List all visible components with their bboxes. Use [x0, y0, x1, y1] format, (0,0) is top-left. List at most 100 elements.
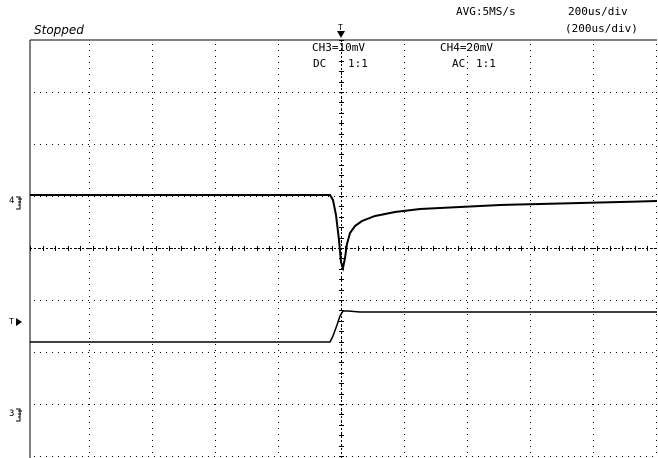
grid-dot	[238, 300, 239, 301]
grid-dot	[640, 404, 641, 405]
grid-dot	[358, 92, 359, 93]
grid-dot	[172, 144, 173, 145]
grid-dot	[46, 196, 47, 197]
grid-dot	[370, 300, 371, 301]
grid-dot	[278, 266, 279, 267]
grid-dot	[412, 352, 413, 353]
grid-dot	[124, 404, 125, 405]
grid-dot	[232, 300, 233, 301]
grid-dot	[634, 404, 635, 405]
grid-dot	[593, 182, 594, 183]
grid-dot	[466, 404, 467, 405]
grid-dot	[152, 224, 153, 225]
grid-dot	[394, 456, 395, 457]
grid-dot	[152, 296, 153, 297]
grid-dot	[339, 134, 344, 135]
grid-dot	[40, 248, 41, 249]
grid-dot	[136, 248, 137, 249]
grid-dot	[404, 296, 405, 297]
grid-dot	[418, 404, 419, 405]
grid-dot	[580, 352, 581, 353]
grid-dot	[130, 144, 131, 145]
grid-dot	[508, 196, 509, 197]
grid-dot	[70, 352, 71, 353]
grid-dot	[656, 338, 657, 339]
grid-dot	[322, 144, 323, 145]
grid-dot	[646, 92, 647, 93]
grid-dot	[341, 98, 342, 99]
grid-dot	[404, 194, 405, 195]
grid-dot	[598, 404, 599, 405]
grid-dot	[382, 404, 383, 405]
grid-dot	[467, 254, 468, 255]
grid-dot	[460, 404, 461, 405]
grid-dot	[215, 452, 216, 453]
grid-dot	[568, 404, 569, 405]
grid-dot	[484, 456, 485, 457]
grid-dot	[404, 266, 405, 267]
ch4-probe: 1:1	[476, 57, 496, 70]
grid-dot	[112, 300, 113, 301]
grid-dot	[656, 212, 657, 213]
grid-dot	[215, 314, 216, 315]
grid-dot	[400, 352, 401, 353]
grid-dot	[467, 158, 468, 159]
grid-dot	[580, 456, 581, 457]
grid-dot	[514, 404, 515, 405]
graticule	[30, 40, 657, 458]
grid-dot	[424, 404, 425, 405]
grid-dot	[652, 404, 653, 405]
grid-dot	[562, 92, 563, 93]
grid-dot	[40, 456, 41, 457]
grid-dot	[656, 56, 657, 57]
grid-dot	[616, 456, 617, 457]
grid-dot	[278, 218, 279, 219]
grid-dot	[214, 456, 215, 457]
ch3-scale: CH3=10mV	[312, 41, 365, 54]
grid-dot	[89, 296, 90, 297]
grid-dot	[232, 144, 233, 145]
grid-dot	[604, 144, 605, 145]
grid-dot	[656, 146, 657, 147]
grid-dot	[215, 284, 216, 285]
grid-dot	[436, 92, 437, 93]
grid-dot	[532, 300, 533, 301]
grid-dot	[593, 200, 594, 201]
grid-dot	[490, 456, 491, 457]
grid-dot	[280, 404, 281, 405]
grid-dot	[148, 300, 149, 301]
ch4-trace	[30, 194, 658, 272]
grid-dot	[530, 440, 531, 441]
grid-dot	[467, 416, 468, 417]
grid-dot	[172, 404, 173, 405]
grid-dot	[556, 196, 557, 197]
grid-dot	[89, 410, 90, 411]
grid-dot	[448, 144, 449, 145]
grid-dot	[136, 456, 137, 457]
grid-dot	[278, 164, 279, 165]
grid-dot	[215, 170, 216, 171]
grid-dot	[152, 122, 153, 123]
grid-dot	[304, 92, 305, 93]
grid-dot	[82, 352, 83, 353]
grid-dot	[634, 196, 635, 197]
grid-dot	[478, 404, 479, 405]
grid-dot	[593, 314, 594, 315]
grid-dot	[467, 350, 468, 351]
grid-dot	[352, 248, 353, 249]
grid-dot	[160, 144, 161, 145]
grid-dot	[58, 456, 59, 457]
grid-dot	[376, 300, 377, 301]
grid-dot	[215, 344, 216, 345]
grid-dot	[656, 182, 657, 183]
grid-dot	[530, 326, 531, 327]
grid-dot	[442, 456, 443, 457]
grid-dot	[593, 98, 594, 99]
grid-dot	[341, 422, 342, 423]
grid-dot	[593, 140, 594, 141]
grid-dot	[160, 92, 161, 93]
grid-dot	[278, 440, 279, 441]
grid-dot	[530, 290, 531, 291]
grid-dot	[592, 352, 593, 353]
grid-dot	[238, 404, 239, 405]
